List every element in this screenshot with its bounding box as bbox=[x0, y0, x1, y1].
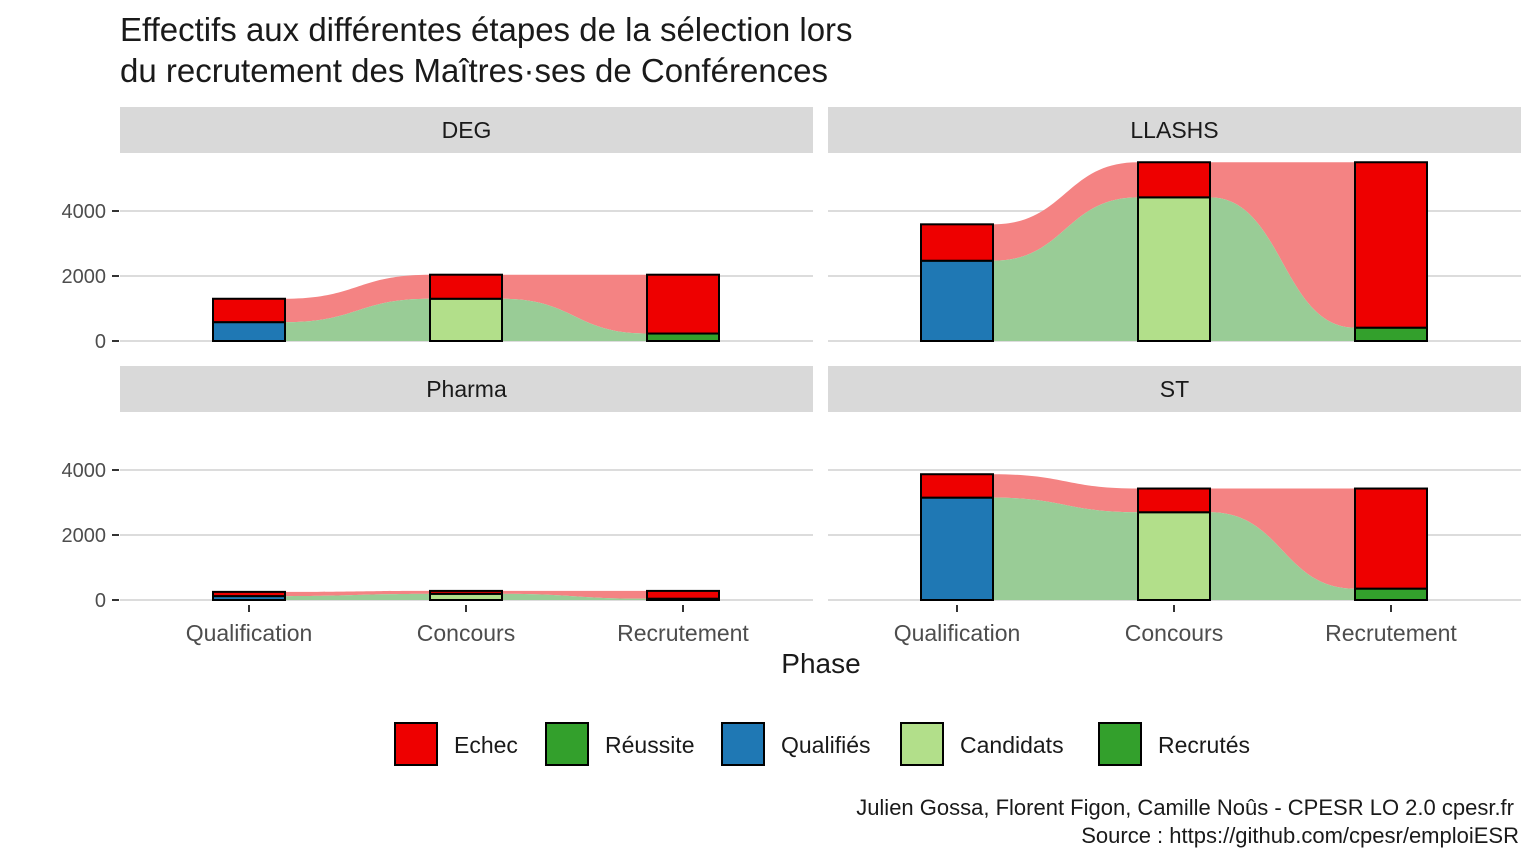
x-tick-label-concours: Concours bbox=[417, 620, 515, 646]
caption-line-2: Source : https://github.com/cpesr/emploi… bbox=[1081, 823, 1519, 848]
bar-st-recrutement-recrutes bbox=[1354, 587, 1428, 601]
bar-st-recrutement-echec bbox=[1354, 487, 1428, 590]
bar-llashs-qualification-qualifies bbox=[920, 259, 994, 343]
bar-deg-recrutement-echec bbox=[646, 273, 720, 335]
bar-pharma-concours-echec bbox=[429, 589, 503, 595]
x-tick-label-qualification: Qualification bbox=[894, 620, 1021, 646]
y-tick-label-4000: 4000 bbox=[62, 201, 107, 223]
caption-line-1: Julien Gossa, Florent Figon, Camille Noû… bbox=[856, 795, 1514, 820]
y-tick-label-2000: 2000 bbox=[62, 525, 107, 547]
bar-deg-concours-echec bbox=[429, 273, 503, 300]
panel-deg: DEG 0 2000 4000 bbox=[62, 107, 813, 353]
flow-echec-st bbox=[993, 474, 1355, 589]
legend: Echec Réussite Qualifiés Candidats Recrutés bbox=[394, 722, 1250, 766]
x-tick-label-recrutement: Recrutement bbox=[1325, 620, 1457, 646]
flow-echec-deg bbox=[285, 274, 647, 334]
legend-label-recrutes: Recrutés bbox=[1158, 732, 1250, 758]
legend-key-echec bbox=[394, 722, 438, 766]
panel-llashs: LLASHS bbox=[828, 107, 1521, 343]
bar-st-concours-echec bbox=[1137, 487, 1211, 514]
strip-label-pharma: Pharma bbox=[426, 376, 507, 402]
x-tick-label-concours: Concours bbox=[1125, 620, 1223, 646]
x-tick-label-qualification: Qualification bbox=[186, 620, 313, 646]
y-tick-label-2000: 2000 bbox=[62, 266, 107, 288]
strip-llashs bbox=[828, 107, 1521, 153]
y-tick-label-0: 0 bbox=[95, 590, 106, 612]
chart-title-line-2: du recrutement des Maîtres·ses de Confér… bbox=[120, 52, 828, 89]
flow-reussite-pharma bbox=[285, 593, 647, 600]
strip-st bbox=[828, 366, 1521, 412]
strip-label-st: ST bbox=[1160, 376, 1189, 402]
legend-label-candidats: Candidats bbox=[960, 732, 1064, 758]
bar-st-qualification-echec bbox=[920, 473, 994, 499]
bar-pharma-qualification-echec bbox=[212, 590, 286, 598]
y-tick-label-4000: 4000 bbox=[62, 460, 107, 482]
legend-key-reussite bbox=[545, 722, 589, 766]
bar-st-qualification-qualifies bbox=[920, 496, 994, 601]
legend-key-candidats bbox=[900, 722, 944, 766]
bar-deg-recrutement-recrutes bbox=[646, 332, 720, 342]
flow-reussite-llashs bbox=[993, 197, 1355, 341]
bar-llashs-recrutement-recrutes bbox=[1354, 326, 1428, 342]
chart-panels: DEG 0 2000 4000 LLASHS Pharma 0 2000 4000 Qualifi… bbox=[62, 107, 1521, 646]
x-axis-label: Phase bbox=[781, 648, 860, 679]
y-tick-label-0: 0 bbox=[95, 331, 106, 353]
flow-reussite-st bbox=[993, 497, 1355, 600]
bar-deg-concours-candidats bbox=[429, 297, 503, 342]
bar-llashs-qualification-echec bbox=[920, 223, 994, 262]
bar-llashs-concours-candidats bbox=[1137, 196, 1211, 342]
strip-deg bbox=[120, 107, 813, 153]
legend-label-reussite: Réussite bbox=[605, 732, 694, 758]
flow-reussite-deg bbox=[285, 298, 647, 341]
strip-label-deg: DEG bbox=[442, 117, 492, 143]
panel-st: ST Qualification Concours Recrutement bbox=[828, 366, 1521, 646]
chart-title-line-1: Effectifs aux différentes étapes de la s… bbox=[120, 11, 853, 48]
flow-echec-pharma bbox=[285, 590, 647, 599]
legend-label-qualifies: Qualifiés bbox=[781, 732, 870, 758]
strip-label-llashs: LLASHS bbox=[1130, 117, 1218, 143]
bar-st-concours-candidats bbox=[1137, 511, 1211, 601]
legend-key-recrutes bbox=[1098, 722, 1142, 766]
legend-label-echec: Echec bbox=[454, 732, 518, 758]
legend-key-qualifies bbox=[721, 722, 765, 766]
flow-echec-llashs bbox=[993, 162, 1355, 328]
bar-llashs-concours-echec bbox=[1137, 161, 1211, 199]
bar-deg-qualification-echec bbox=[212, 297, 286, 324]
bar-llashs-recrutement-echec bbox=[1354, 161, 1428, 329]
x-tick-label-recrutement: Recrutement bbox=[617, 620, 749, 646]
bar-pharma-recrutement-echec bbox=[646, 589, 720, 600]
strip-pharma bbox=[120, 366, 813, 412]
bar-deg-qualification-qualifies bbox=[212, 321, 286, 342]
panel-pharma: Pharma 0 2000 4000 Qualification Concours Recr… bbox=[62, 366, 813, 646]
